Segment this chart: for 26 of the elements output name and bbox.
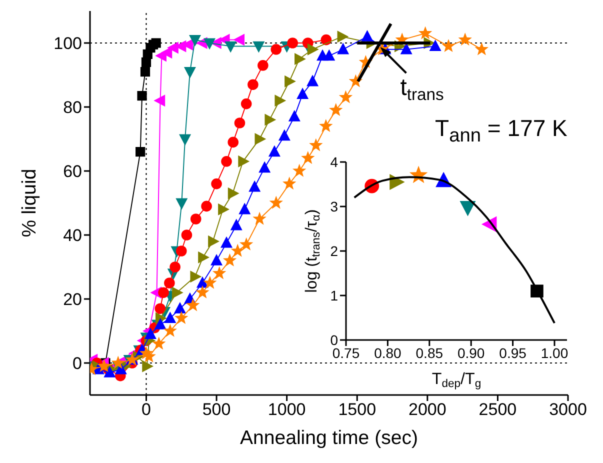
y-tick-label: 4 <box>330 154 338 170</box>
y-tick-label: 2 <box>330 242 338 259</box>
x-tick-label: 3000 <box>549 400 587 420</box>
x-tick-label: 1500 <box>338 400 376 420</box>
x-tick-label: 0 <box>142 400 151 420</box>
x-axis-title: T$_{dep}$/T$_{g}$ <box>432 370 482 390</box>
x-axis-title: Annealing time (sec) <box>240 427 418 449</box>
x-tick-label: 0.90 <box>457 344 485 361</box>
x-tick-label: 1000 <box>268 400 306 420</box>
y-tick-label: 100 <box>54 34 82 54</box>
annotation: t$_{trans}$ <box>400 74 444 104</box>
x-tick-label: 0.80 <box>374 344 402 361</box>
x-tick-label: 0.95 <box>499 344 527 361</box>
y-tick-label: 20 <box>63 290 82 310</box>
y-tick-label: 1 <box>330 287 338 304</box>
annotation: T$_{ann}$ = 177 K <box>435 115 568 148</box>
y-tick-label: 40 <box>63 226 82 246</box>
x-tick-label: 1.00 <box>540 344 568 361</box>
y-tick-label: 60 <box>63 162 82 182</box>
y-tick-label: 3 <box>330 198 338 214</box>
x-tick-label: 2500 <box>478 400 517 420</box>
x-tick-label: 2000 <box>408 400 446 420</box>
x-tick-label: 500 <box>202 400 231 420</box>
y-tick-label: 80 <box>63 98 82 118</box>
x-tick-label: 0.85 <box>416 344 444 361</box>
y-axis-title: % liquid <box>18 168 40 238</box>
